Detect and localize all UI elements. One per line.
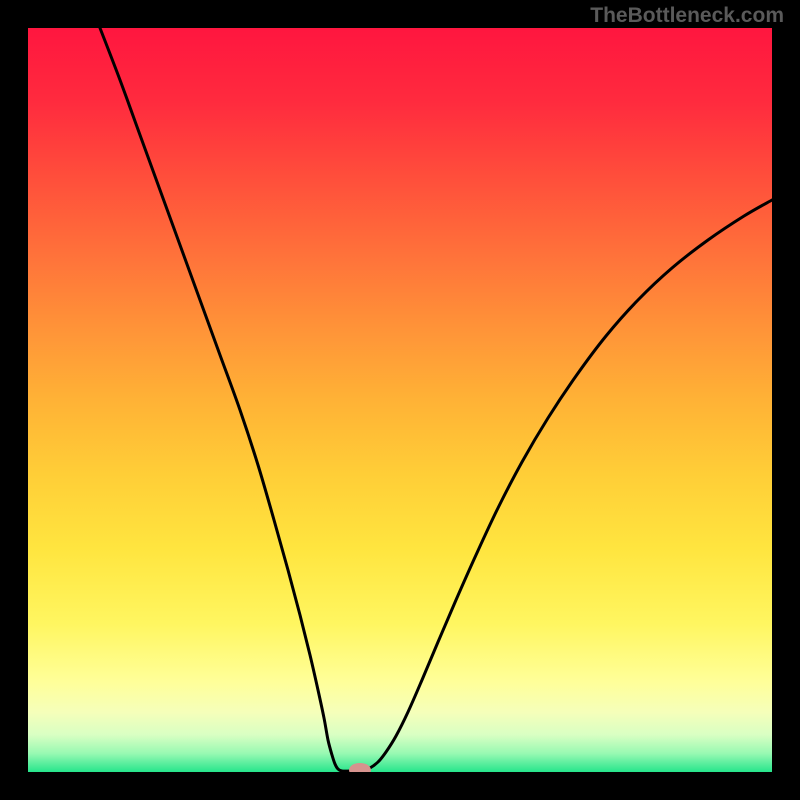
bottleneck-chart: TheBottleneck.com: [0, 0, 800, 800]
watermark-text: TheBottleneck.com: [590, 4, 784, 28]
chart-frame: [0, 0, 800, 800]
